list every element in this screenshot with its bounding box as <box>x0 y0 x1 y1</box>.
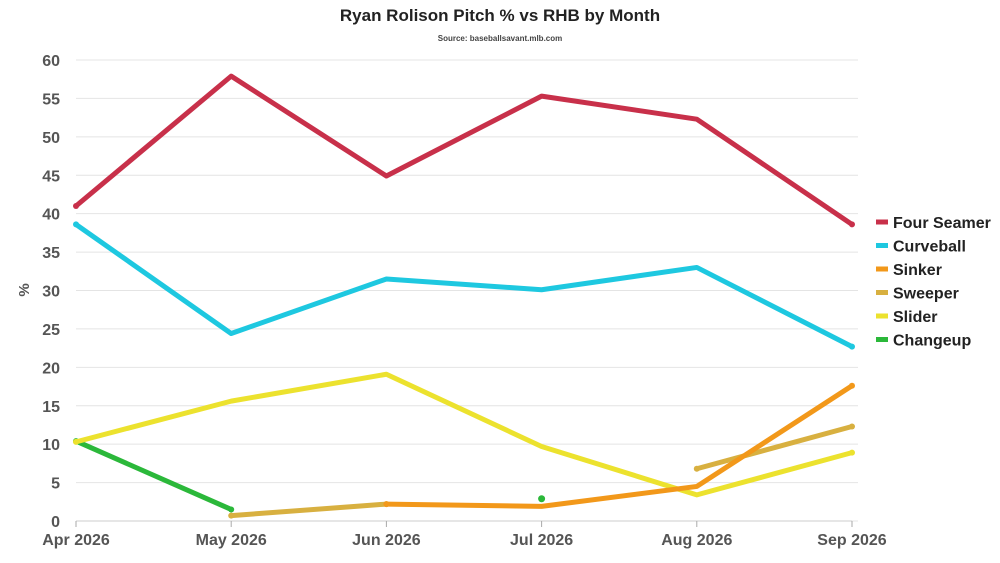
legend-label: Sweeper <box>893 286 959 303</box>
data-point <box>693 465 700 472</box>
series-sinker <box>383 382 855 509</box>
x-tick-label: Jul 2026 <box>510 532 573 549</box>
series-line <box>74 73 854 227</box>
series-curveball <box>73 221 855 350</box>
y-tick-label: 45 <box>42 168 60 185</box>
legend-label: Changeup <box>893 333 971 350</box>
data-point <box>73 221 79 228</box>
series-layer <box>73 73 855 519</box>
legend-label: Curveball <box>893 239 966 256</box>
data-point <box>849 221 855 228</box>
data-point <box>228 506 235 513</box>
series-line <box>386 383 854 509</box>
data-point <box>849 449 855 456</box>
series-four-seamer <box>73 73 855 228</box>
series-line <box>74 438 233 512</box>
y-tick-label: 15 <box>42 399 60 416</box>
data-point <box>849 343 855 350</box>
data-point <box>383 501 390 508</box>
series-line <box>75 371 853 498</box>
series-line <box>696 424 853 472</box>
legend-label: Sinker <box>893 262 942 279</box>
legend-item: Sinker <box>876 262 942 279</box>
chart-source: Source: baseballsavant.mlb.com <box>437 34 563 43</box>
y-tick-label: 5 <box>51 476 60 493</box>
series-line <box>231 501 387 519</box>
data-point <box>538 495 546 503</box>
legend-layer: Four Seamer Curveball Sinker Sweeper Slider C… <box>876 215 991 350</box>
data-point <box>73 202 79 209</box>
legend-item: Slider <box>876 309 937 326</box>
x-tick-label: Jun 2026 <box>352 532 421 549</box>
y-tick-label: 55 <box>42 91 60 108</box>
y-tick-label: 40 <box>42 207 60 224</box>
y-tick-label: 20 <box>42 360 60 377</box>
y-tick-label: 60 <box>42 53 60 70</box>
y-tick-label: 50 <box>42 130 60 147</box>
y-tick-label: 0 <box>51 514 60 531</box>
series-slider <box>73 371 855 498</box>
series-changeup <box>73 438 546 513</box>
x-tick-label: May 2026 <box>196 532 267 549</box>
legend-item: Changeup <box>876 333 971 350</box>
x-tick-label: Sep 2026 <box>817 532 886 549</box>
legend-item: Four Seamer <box>876 215 991 232</box>
y-tick-label: 10 <box>42 437 60 454</box>
x-tick-label: Aug 2026 <box>661 532 732 549</box>
y-tick-label: 25 <box>42 322 60 339</box>
legend-item: Sweeper <box>876 286 959 303</box>
data-point <box>849 382 855 389</box>
y-tick-label: 30 <box>42 284 60 301</box>
x-tick-label: Apr 2026 <box>42 532 110 549</box>
y-axis-label: % <box>16 283 33 296</box>
legend-label: Slider <box>893 309 937 326</box>
legend-item: Curveball <box>876 239 966 256</box>
axis-layer: 0 5 10 15 20 25 30 35 40 45 50 55 60 Apr 2026 May 2026… <box>16 53 887 549</box>
y-tick-label: 35 <box>42 245 60 262</box>
series-sweeper <box>228 423 855 519</box>
legend-label: Four Seamer <box>893 215 991 232</box>
data-point <box>73 438 79 445</box>
data-point <box>228 512 235 519</box>
data-point <box>849 423 855 430</box>
series-line <box>74 222 854 349</box>
chart-title: Ryan Rolison Pitch % vs RHB by Month <box>339 6 661 25</box>
